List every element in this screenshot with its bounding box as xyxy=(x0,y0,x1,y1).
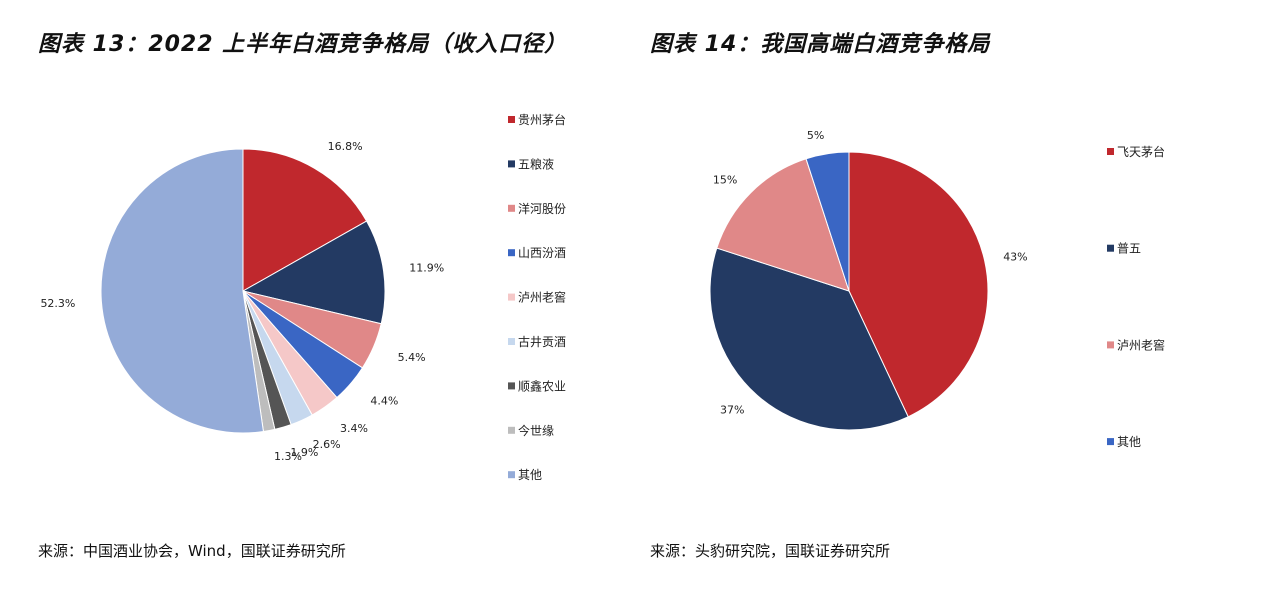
pie13-legend-label-7: 顺鑫农业 xyxy=(518,378,566,393)
pie14-slice-3 xyxy=(716,158,850,292)
chart-13-source: 来源：中国酒业协会，Wind，国联证券研究所 xyxy=(38,542,346,560)
pie13-data-label-8: 1.3% xyxy=(274,450,302,463)
pie13-legend-swatch-9 xyxy=(508,471,515,479)
pie13-legend-swatch-8 xyxy=(508,426,515,434)
pie14-data-label-2: 37% xyxy=(720,404,744,417)
pie13-legend-swatch-1 xyxy=(508,116,515,123)
pie13-legend-label-4: 山西汾酒 xyxy=(518,246,566,260)
pie13-data-label-9: 52.3% xyxy=(40,297,75,310)
pie14-legend-swatch-4 xyxy=(1107,438,1114,446)
pie13-legend-swatch-5 xyxy=(508,293,515,301)
pie14-legend-swatch-1 xyxy=(1107,148,1114,155)
pie13-data-label-7: 1.9% xyxy=(290,446,318,459)
chart-14-source: 来源：头豹研究院，国联证券研究所 xyxy=(650,542,891,560)
pie14-legend-label-2: 普五 xyxy=(1117,242,1141,256)
pie13-legend-swatch-6 xyxy=(508,338,515,345)
pie13-legend-label-8: 今世缘 xyxy=(518,423,554,438)
pie13-legend-label-2: 五粮液 xyxy=(518,156,554,171)
pie14-data-label-1: 43% xyxy=(1003,251,1027,264)
pie14-slice-1 xyxy=(848,151,989,418)
pie13-data-label-4: 4.4% xyxy=(370,395,398,408)
pie13-data-label-5: 3.4% xyxy=(340,422,368,435)
pie14-legend-label-4: 其他 xyxy=(1117,435,1141,449)
pie13-data-label-1: 16.8% xyxy=(328,140,363,153)
pie13-chart: 16.8% 11.9% 5.4% 4.4% 3.4% 2.6%1.9%1.3% 52.3% 贵… xyxy=(40,112,566,482)
pie13-legend-swatch-7 xyxy=(508,382,515,390)
pie13-legend-label-6: 古井贡酒 xyxy=(518,334,566,349)
pie14-legend-label-3: 泸州老窖 xyxy=(1117,337,1165,352)
pie13-slice-1 xyxy=(242,148,368,292)
chart-13-title: 图表 13：2022 上半年白酒竞争格局（收入口径） xyxy=(38,32,568,57)
pie13-data-label-6: 2.6% xyxy=(313,438,341,451)
pie14-slice-4 xyxy=(805,151,850,292)
pie14-data-label-3: 15% xyxy=(713,173,737,186)
pie14-legend-swatch-2 xyxy=(1107,244,1114,252)
pie14-legend-swatch-3 xyxy=(1107,341,1114,349)
pie13-legend-swatch-2 xyxy=(508,160,515,168)
pie13-legend-label-9: 其他 xyxy=(518,468,542,482)
pie13-legend-swatch-3 xyxy=(508,204,515,212)
pie14-legend-label-1: 飞天茅台 xyxy=(1117,144,1165,159)
chart-14-title: 图表 14：我国高端白酒竞争格局 xyxy=(650,32,991,57)
pie13-data-label-3: 5.4% xyxy=(398,351,426,364)
pie13-legend-label-5: 泸州老窖 xyxy=(518,290,566,305)
pie14-data-label-4: 5% xyxy=(807,129,824,142)
pie13-data-label-2: 11.9% xyxy=(409,261,444,274)
pie13-slice-9 xyxy=(100,148,265,434)
pie13-legend-label-1: 贵州茅台 xyxy=(518,112,566,127)
pie13-slice-2 xyxy=(241,220,386,325)
pie13-legend-swatch-4 xyxy=(508,249,515,257)
pie13-legend-label-3: 洋河股份 xyxy=(518,201,566,216)
pie14-slice-2 xyxy=(709,247,909,431)
